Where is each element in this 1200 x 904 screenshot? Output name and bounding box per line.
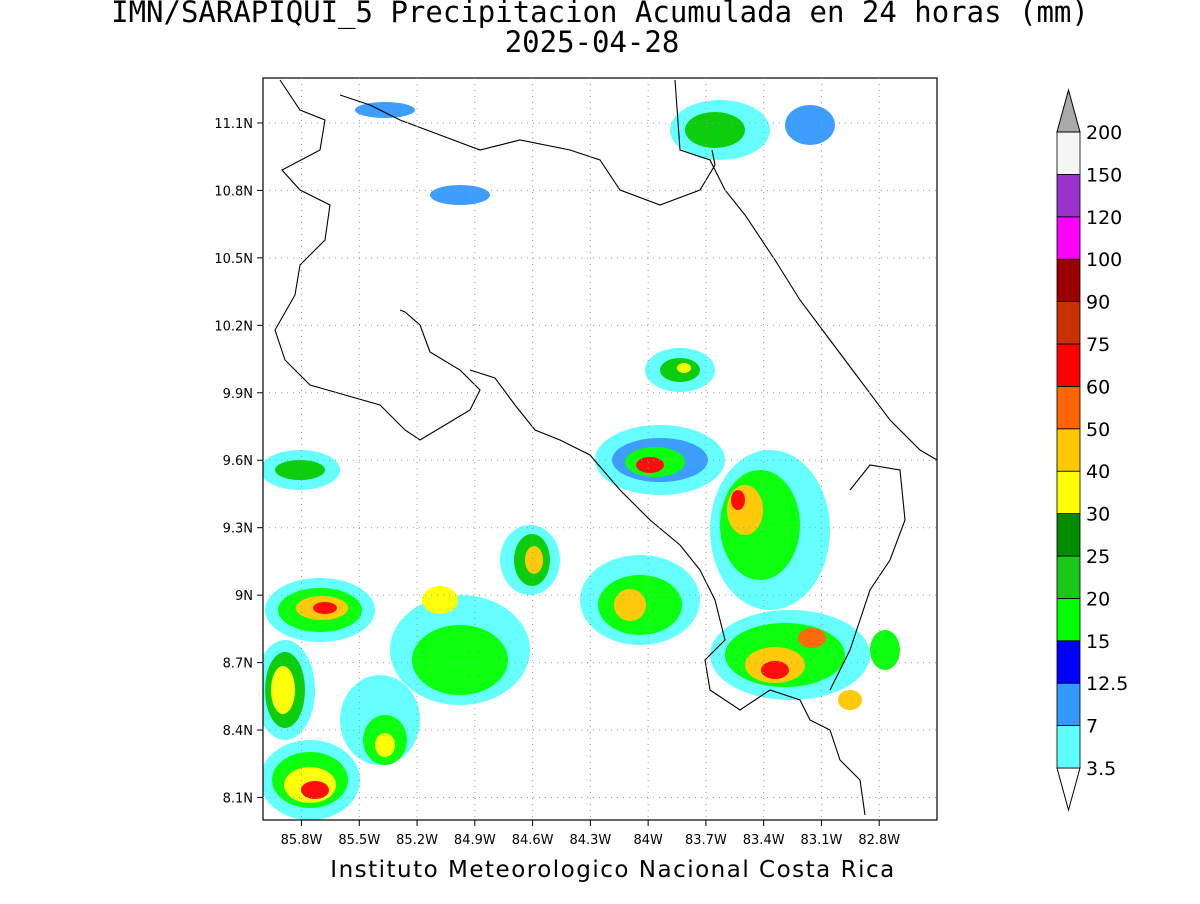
y-tick-label: 8.4N bbox=[223, 724, 253, 739]
colorbar-box bbox=[1056, 258, 1081, 303]
y-tick-label: 10.8N bbox=[214, 184, 253, 199]
colorbar-label: 75 bbox=[1086, 334, 1110, 356]
colorbar-box bbox=[1056, 385, 1081, 430]
x-tick-label: 84.6W bbox=[512, 833, 554, 848]
colorbar-label: 20 bbox=[1086, 588, 1110, 610]
x-tick-label: 84.9W bbox=[454, 833, 496, 848]
rain-field bbox=[263, 100, 900, 820]
footer: Instituto Meteorologico Nacional Costa R… bbox=[330, 857, 895, 883]
colorbar-label: 7 bbox=[1086, 716, 1098, 738]
colorbar-label: 12.5 bbox=[1086, 673, 1128, 695]
colorbar-label: 25 bbox=[1086, 546, 1110, 568]
y-tick-label: 9.6N bbox=[223, 454, 253, 469]
colorbar-label: 200 bbox=[1086, 122, 1122, 144]
x-tick-label: 84W bbox=[633, 833, 663, 848]
x-tick-label: 83.1W bbox=[801, 833, 843, 848]
colorbar-box bbox=[1056, 131, 1081, 175]
colorbar-box bbox=[1056, 598, 1081, 642]
colorbar-label: 90 bbox=[1086, 292, 1110, 314]
colorbar-box bbox=[1056, 216, 1081, 260]
colorbar-box bbox=[1056, 682, 1081, 727]
y-tick-label: 10.2N bbox=[214, 319, 253, 334]
colorbar-label: 100 bbox=[1086, 249, 1122, 271]
x-tick-label: 85.8W bbox=[281, 833, 323, 848]
y-tick-label: 8.1N bbox=[223, 792, 253, 807]
colorbar-label: 50 bbox=[1086, 419, 1110, 441]
colorbar-box bbox=[1056, 513, 1081, 557]
map-subtitle: 2025-04-28 bbox=[505, 25, 680, 59]
colorbar-label: 30 bbox=[1086, 504, 1110, 526]
colorbar-box bbox=[1056, 640, 1081, 684]
coastline bbox=[274, 79, 937, 816]
y-tick-label: 9N bbox=[235, 589, 253, 604]
colorbar-box bbox=[1056, 555, 1081, 599]
colorbar-label: 15 bbox=[1086, 631, 1110, 653]
x-tick-label: 85.2W bbox=[396, 833, 438, 848]
colorbar-label: 120 bbox=[1086, 207, 1122, 229]
x-tick-label: 83.7W bbox=[685, 833, 727, 848]
colorbar-box bbox=[1056, 428, 1081, 472]
y-tick-label: 9.9N bbox=[223, 387, 253, 402]
colorbar-box bbox=[1056, 301, 1081, 345]
colorbar-triangle bbox=[1056, 88, 1081, 133]
x-tick-label: 82.8W bbox=[858, 833, 900, 848]
colorbar-triangle bbox=[1056, 767, 1081, 812]
y-tick-label: 8.7N bbox=[223, 657, 253, 672]
colorbar-box bbox=[1056, 725, 1081, 769]
colorbar-label: 40 bbox=[1086, 461, 1110, 483]
colorbar-label: 60 bbox=[1086, 376, 1110, 398]
colorbar-label: 3.5 bbox=[1086, 758, 1116, 780]
y-tick-label: 11.1N bbox=[214, 117, 253, 132]
x-tick-label: 83.4W bbox=[743, 833, 785, 848]
x-tick-label: 84.3W bbox=[569, 833, 611, 848]
x-tick-label: 85.5W bbox=[338, 833, 380, 848]
colorbar-box bbox=[1056, 343, 1081, 387]
plot-frame bbox=[262, 77, 938, 821]
y-tick-label: 9.3N bbox=[223, 522, 253, 537]
colorbar-box bbox=[1056, 470, 1081, 515]
map-title: IMN/SARAPIQUI_5 Precipitacion Acumulada … bbox=[111, 0, 1089, 30]
colorbar-box bbox=[1056, 173, 1081, 218]
colorbar-label: 150 bbox=[1086, 164, 1122, 186]
y-tick-label: 10.5N bbox=[214, 252, 253, 267]
